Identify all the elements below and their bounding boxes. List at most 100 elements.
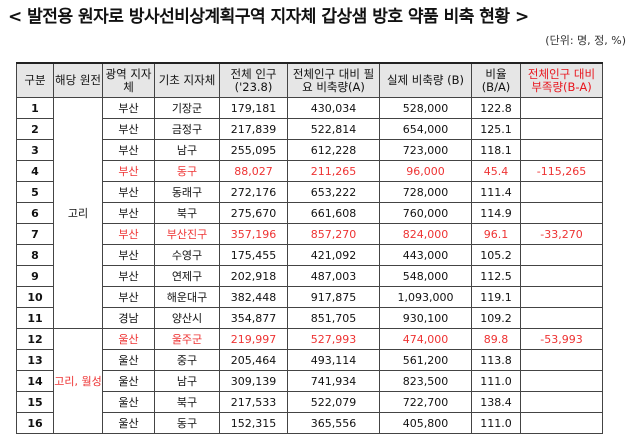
row-number: 5 — [16, 181, 54, 203]
stockpile-table: 구분 해당 원전 광역 지자체 기초 지자체 전체 인구 ('23.8) 전체인… — [16, 62, 603, 434]
required-cell: 522,079 — [287, 391, 380, 413]
stock-cell: 722,700 — [379, 391, 472, 413]
population-cell: 357,196 — [219, 223, 288, 245]
population-cell: 205,464 — [219, 349, 288, 371]
required-cell: 917,875 — [287, 286, 380, 308]
header-plant: 해당 원전 — [53, 62, 103, 98]
row-number: 1 — [16, 97, 54, 119]
required-cell: 211,265 — [287, 160, 380, 182]
local-cell: 남구 — [154, 370, 220, 392]
metro-cell: 부산 — [102, 265, 155, 287]
unit-label: (단위: 명, 정, %) — [545, 34, 626, 47]
shortfall-cell — [520, 370, 603, 392]
header-shortfall: 전체인구 대비 부족량(B-A) — [520, 62, 603, 98]
local-cell: 기장군 — [154, 97, 220, 119]
local-cell: 수영구 — [154, 244, 220, 266]
ratio-cell: 125.1 — [471, 118, 521, 140]
header-pop: 전체 인구 ('23.8) — [219, 62, 288, 98]
header-no: 구분 — [16, 62, 54, 98]
local-cell: 해운대구 — [154, 286, 220, 308]
shortfall-cell — [520, 412, 603, 434]
metro-cell: 부산 — [102, 223, 155, 245]
shortfall-cell: -33,270 — [520, 223, 603, 245]
ratio-cell: 105.2 — [471, 244, 521, 266]
ratio-cell: 114.9 — [471, 202, 521, 224]
local-cell: 금정구 — [154, 118, 220, 140]
table-row: 1 고리 부산 기장군 179,181 430,034 528,000 122.8 — [16, 97, 603, 329]
ratio-cell: 111.0 — [471, 370, 521, 392]
ratio-cell: 122.8 — [471, 97, 521, 119]
ratio-cell: 112.5 — [471, 265, 521, 287]
population-cell: 217,533 — [219, 391, 288, 413]
population-cell: 202,918 — [219, 265, 288, 287]
metro-cell: 부산 — [102, 160, 155, 182]
row-number: 10 — [16, 286, 54, 308]
table-row: 16 울산 동구 152,315 365,556 405,800 111.0 — [16, 412, 603, 434]
population-cell: 175,455 — [219, 244, 288, 266]
shortfall-cell — [520, 118, 603, 140]
population-cell: 354,877 — [219, 307, 288, 329]
local-cell: 북구 — [154, 391, 220, 413]
ratio-cell: 111.0 — [471, 412, 521, 434]
required-cell: 365,556 — [287, 412, 380, 434]
required-cell: 430,034 — [287, 97, 380, 119]
shortfall-cell — [520, 202, 603, 224]
row-number: 7 — [16, 223, 54, 245]
metro-cell: 부산 — [102, 139, 155, 161]
required-cell: 653,222 — [287, 181, 380, 203]
population-cell: 152,315 — [219, 412, 288, 434]
required-cell: 741,934 — [287, 370, 380, 392]
ratio-cell: 89.8 — [471, 328, 521, 350]
stock-cell: 824,000 — [379, 223, 472, 245]
shortfall-cell — [520, 139, 603, 161]
shortfall-cell — [520, 181, 603, 203]
row-number: 2 — [16, 118, 54, 140]
local-cell: 중구 — [154, 349, 220, 371]
stock-cell: 823,500 — [379, 370, 472, 392]
metro-cell: 울산 — [102, 412, 155, 434]
metro-cell: 경남 — [102, 307, 155, 329]
shortfall-cell: -115,265 — [520, 160, 603, 182]
header-metro: 광역 지자체 — [102, 62, 155, 98]
local-cell: 부산진구 — [154, 223, 220, 245]
table-row: 13 울산 중구 205,464 493,114 561,200 113.8 — [16, 349, 603, 371]
metro-cell: 부산 — [102, 286, 155, 308]
population-cell: 275,670 — [219, 202, 288, 224]
stock-cell: 728,000 — [379, 181, 472, 203]
shortfall-cell — [520, 244, 603, 266]
required-cell: 421,092 — [287, 244, 380, 266]
ratio-cell: 109.2 — [471, 307, 521, 329]
shortfall-cell — [520, 97, 603, 119]
local-cell: 동래구 — [154, 181, 220, 203]
metro-cell: 울산 — [102, 328, 155, 350]
table-row: 14 울산 남구 309,139 741,934 823,500 111.0 — [16, 370, 603, 392]
ratio-cell: 96.1 — [471, 223, 521, 245]
table-row: 7 부산 부산진구 357,196 857,270 824,000 96.1 -33,270 — [16, 223, 603, 245]
shortfall-cell — [520, 391, 603, 413]
table-row: 6 부산 북구 275,670 661,608 760,000 114.9 — [16, 202, 603, 224]
row-number: 9 — [16, 265, 54, 287]
header-stock: 실제 비축량 (B) — [379, 62, 472, 98]
required-cell: 661,608 — [287, 202, 380, 224]
population-cell: 382,448 — [219, 286, 288, 308]
stock-cell: 561,200 — [379, 349, 472, 371]
local-cell: 울주군 — [154, 328, 220, 350]
population-cell: 217,839 — [219, 118, 288, 140]
shortfall-cell — [520, 265, 603, 287]
stock-cell: 528,000 — [379, 97, 472, 119]
table-row: 12 고리, 월성 울산 울주군 219,997 527,993 474,000 89.8 -5… — [16, 328, 603, 434]
metro-cell: 부산 — [102, 97, 155, 119]
stock-cell: 548,000 — [379, 265, 472, 287]
table-row: 15 울산 북구 217,533 522,079 722,700 138.4 — [16, 391, 603, 413]
stock-cell: 96,000 — [379, 160, 472, 182]
row-number: 15 — [16, 391, 54, 413]
row-number: 6 — [16, 202, 54, 224]
metro-cell: 부산 — [102, 181, 155, 203]
stock-cell: 405,800 — [379, 412, 472, 434]
plant-cell: 고리, 월성 — [53, 328, 103, 434]
header-row: 구분 해당 원전 광역 지자체 기초 지자체 전체 인구 ('23.8) 전체인… — [16, 62, 603, 98]
required-cell: 493,114 — [287, 349, 380, 371]
local-cell: 북구 — [154, 202, 220, 224]
metro-cell: 부산 — [102, 202, 155, 224]
required-cell: 851,705 — [287, 307, 380, 329]
